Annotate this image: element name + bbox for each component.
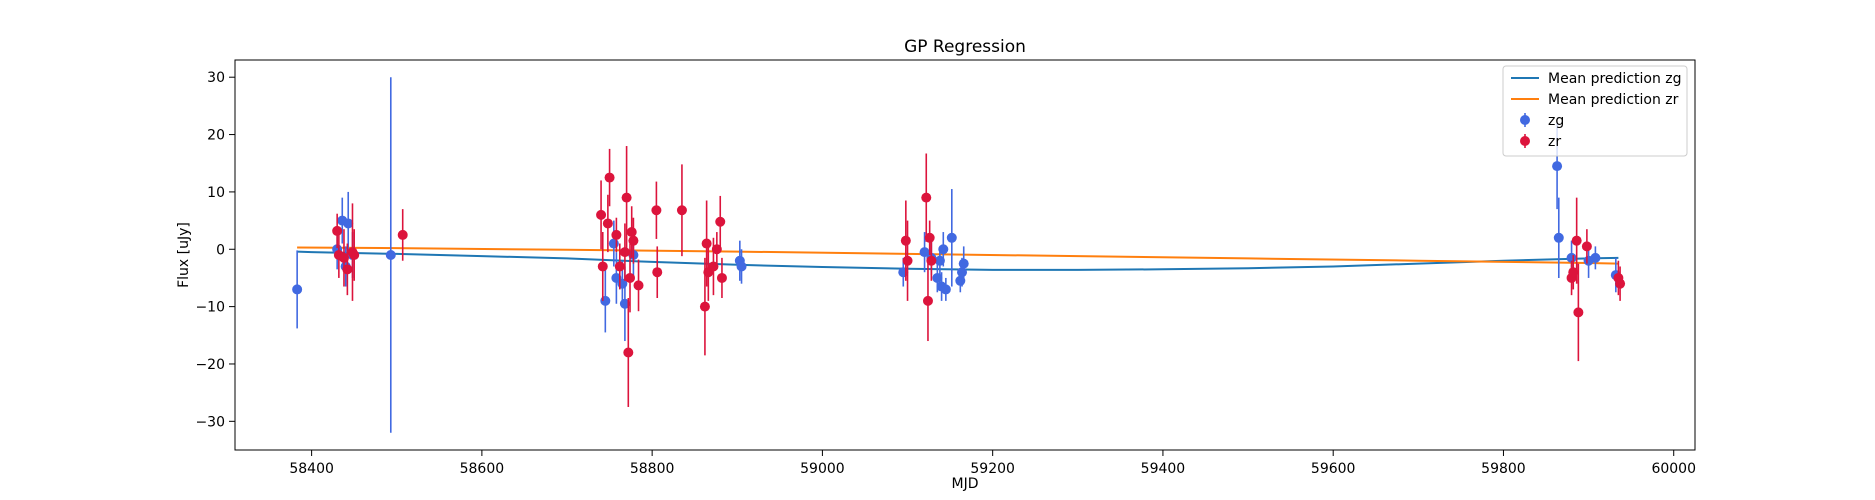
legend-label: Mean prediction zr xyxy=(1548,92,1679,108)
data-point-zg xyxy=(385,250,396,260)
data-point-zg xyxy=(958,258,969,269)
data-point-zg xyxy=(608,238,619,249)
data-point-zr xyxy=(604,172,615,183)
y-tick-label: −30 xyxy=(195,414,225,430)
x-tick-label: 60000 xyxy=(1651,461,1696,477)
data-point-zr xyxy=(715,216,726,227)
data-point-zg xyxy=(600,295,611,306)
data-point-zg xyxy=(919,247,930,258)
mean-line-zg xyxy=(297,250,1619,271)
legend-box xyxy=(1502,65,1688,157)
data-point-zr xyxy=(611,229,622,240)
data-point-zr xyxy=(652,267,663,278)
data-point-zr xyxy=(902,255,913,266)
data-point-zr xyxy=(924,232,935,243)
data-point-zr xyxy=(602,218,613,229)
data-point-zr xyxy=(623,347,634,358)
legend-label: Mean prediction zg xyxy=(1548,71,1682,87)
legend-label: zr xyxy=(1548,134,1561,150)
y-tick-label: 30 xyxy=(207,70,225,86)
data-point-zg xyxy=(343,218,354,229)
data-point-zg xyxy=(940,284,951,295)
data-point-zr xyxy=(1581,241,1592,252)
data-point-zg xyxy=(1553,232,1564,243)
data-point-zg xyxy=(1590,252,1601,263)
data-point-zr xyxy=(926,255,937,266)
x-tick-label: 59400 xyxy=(1141,461,1186,477)
data-point-zg xyxy=(934,255,945,266)
x-axis-ticks: 58400 58600 58800 59000 59200 59400 59600 59800… xyxy=(289,450,1696,477)
y-tick-label: 10 xyxy=(207,185,225,201)
legend-label: zg xyxy=(1548,113,1564,129)
data-point-zr xyxy=(922,295,933,306)
data-point-zr xyxy=(699,301,710,312)
data-points xyxy=(292,77,1626,433)
data-point-zg xyxy=(736,261,747,272)
chart-title: GP Regression xyxy=(904,37,1026,57)
data-point-zr xyxy=(676,205,687,216)
data-point-zg xyxy=(957,267,968,278)
x-tick-label: 59600 xyxy=(1311,461,1356,477)
y-tick-label: −20 xyxy=(195,357,225,373)
mean-line-zr xyxy=(297,246,1619,265)
legend-marker-swatch xyxy=(1520,115,1530,125)
data-point-zr xyxy=(332,225,343,236)
x-tick-label: 58400 xyxy=(289,461,334,477)
data-point-zr xyxy=(338,252,349,263)
x-tick-label: 59800 xyxy=(1481,461,1526,477)
x-axis-label: MJD xyxy=(952,476,979,492)
data-point-zr xyxy=(701,238,712,249)
data-point-zr xyxy=(1568,267,1579,278)
data-point-zg xyxy=(946,232,957,243)
legend: Mean prediction zg Mean prediction zr zg zr xyxy=(1502,65,1688,157)
data-point-zr xyxy=(625,272,636,283)
x-tick-label: 58600 xyxy=(460,461,505,477)
data-point-zr xyxy=(619,247,630,258)
data-point-zr xyxy=(716,272,727,283)
data-point-zg xyxy=(932,272,943,283)
y-tick-label: 0 xyxy=(216,242,225,258)
x-tick-label: 59000 xyxy=(800,461,845,477)
data-point-zr xyxy=(342,264,353,275)
data-point-zr xyxy=(633,280,644,291)
x-tick-label: 58800 xyxy=(630,461,675,477)
data-point-zg xyxy=(1552,161,1563,172)
data-point-zr xyxy=(1573,307,1584,318)
data-point-zr xyxy=(900,235,911,246)
data-point-zr xyxy=(711,244,722,255)
y-axis-ticks: −30 −20 −10 0 10 20 30 xyxy=(195,70,235,430)
data-point-zr xyxy=(1571,235,1582,246)
data-point-zr xyxy=(621,192,632,203)
x-tick-label: 59200 xyxy=(970,461,1015,477)
data-point-zr xyxy=(397,229,408,240)
legend-marker-swatch xyxy=(1520,136,1530,146)
data-point-zr xyxy=(708,261,719,272)
y-axis-label: Flux [uJy] xyxy=(176,222,192,288)
mean-prediction-lines xyxy=(297,246,1619,271)
data-point-zr xyxy=(614,261,625,272)
data-point-zr xyxy=(921,192,932,203)
data-point-zg xyxy=(619,298,630,309)
data-point-zr xyxy=(349,250,360,260)
data-point-zr xyxy=(1615,278,1626,289)
data-point-zg xyxy=(292,284,303,295)
y-tick-label: 20 xyxy=(207,128,225,144)
data-point-zr xyxy=(626,227,637,238)
data-point-zr xyxy=(596,209,607,220)
data-point-zr xyxy=(651,205,662,216)
y-tick-label: −10 xyxy=(195,300,225,316)
data-point-zr xyxy=(597,261,608,272)
data-point-zg xyxy=(938,244,949,255)
data-point-zr xyxy=(628,235,639,246)
